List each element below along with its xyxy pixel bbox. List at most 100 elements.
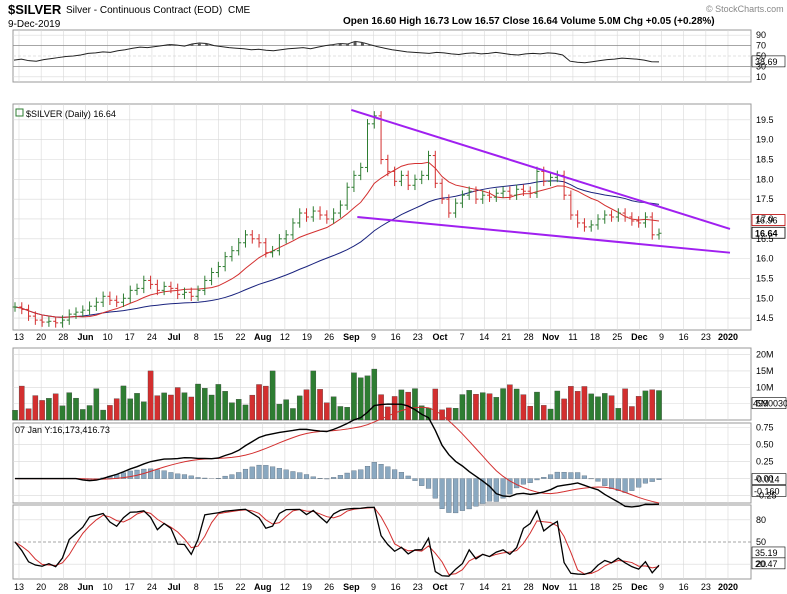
volume-bar xyxy=(493,397,500,421)
x-tick-label: 15 xyxy=(213,582,223,592)
volume-bar xyxy=(466,390,472,421)
macd-histogram-bar xyxy=(256,464,262,479)
macd-histogram-bar xyxy=(154,469,160,479)
macd-histogram-bar xyxy=(547,474,554,479)
volume-bar xyxy=(310,370,317,421)
volume-bar xyxy=(263,385,269,421)
x-tick-label: 23 xyxy=(701,332,711,342)
ma-slow-line xyxy=(14,180,660,318)
volume-bar xyxy=(581,386,588,421)
macd-histogram-bar xyxy=(405,475,411,479)
volume-bar xyxy=(391,396,398,421)
price-tick: 19.0 xyxy=(756,135,774,145)
macd-histogram-bar xyxy=(527,478,533,483)
volume-bar xyxy=(642,390,649,421)
volume-bar xyxy=(242,404,249,421)
volume-bar xyxy=(66,392,72,421)
volume-bar xyxy=(446,407,452,421)
volume-bar xyxy=(479,392,486,421)
macd-histogram-bar xyxy=(392,469,398,479)
ma-value-box xyxy=(751,214,786,226)
macd-histogram-bar xyxy=(439,478,445,509)
x-tick-label: Jun xyxy=(77,582,93,592)
macd-histogram-bar xyxy=(344,472,350,479)
x-tick-label: 28 xyxy=(524,332,534,342)
volume-bar xyxy=(507,384,513,421)
volume-bar xyxy=(513,388,520,421)
volume-bar xyxy=(52,393,59,421)
volume-bar xyxy=(290,408,296,421)
x-tick-label: 9 xyxy=(371,582,376,592)
price-panel-label: $SILVER (Daily) 16.64 xyxy=(26,109,116,119)
x-tick-label: 8 xyxy=(194,332,199,342)
macd-histogram-bar xyxy=(622,478,628,493)
stoch-d-box xyxy=(751,557,786,570)
volume-bar xyxy=(296,395,303,421)
volume-bar xyxy=(500,388,506,421)
volume-bar xyxy=(235,399,242,421)
price-tick: 18.5 xyxy=(756,155,774,165)
macd-histogram-bar xyxy=(398,472,404,479)
x-tick-label: 23 xyxy=(413,332,423,342)
volume-bar xyxy=(147,370,154,421)
volume-bar xyxy=(615,408,622,421)
macd-signal-box xyxy=(751,473,787,485)
volume-bar xyxy=(107,405,113,421)
x-tick-label: 7 xyxy=(460,332,465,342)
volume-bar xyxy=(547,408,554,421)
x-tick-label: 22 xyxy=(236,582,246,592)
x-tick-label: 20 xyxy=(36,582,46,592)
price-tick: 19.5 xyxy=(756,115,774,125)
x-tick-label: 16 xyxy=(391,332,401,342)
x-tick-label: Dec xyxy=(631,332,648,342)
volume-bar xyxy=(527,405,533,421)
chart-date: 9-Dec-2019 xyxy=(8,19,61,30)
volume-bar xyxy=(534,391,540,421)
price-tick: 16.0 xyxy=(756,254,774,264)
price-frame xyxy=(12,103,752,331)
macd-histogram-bar xyxy=(242,468,249,479)
macd-histogram-bar xyxy=(432,478,438,499)
macd-histogram-bar xyxy=(337,475,343,479)
rsi-line xyxy=(13,40,660,64)
price-tick: 15.0 xyxy=(756,293,774,303)
x-tick-label: 17 xyxy=(125,582,135,592)
macd-tick: 0.75 xyxy=(756,423,774,433)
volume-bar xyxy=(317,389,323,421)
macd-histogram-bar xyxy=(486,478,493,502)
wedge-lower-line xyxy=(357,216,731,254)
ohlc-readout: Open 16.60 High 16.73 Low 16.57 Close 16… xyxy=(343,16,715,27)
x-tick-label: 13 xyxy=(14,332,24,342)
x-tick-label: 19 xyxy=(302,332,312,342)
x-tick-label: Jul xyxy=(168,582,181,592)
watermark: © StockCharts.com xyxy=(706,4,784,14)
volume-bar xyxy=(80,409,86,421)
x-tick-label: 2020 xyxy=(718,582,738,592)
x-tick-label: Jun xyxy=(77,332,93,342)
volume-bar xyxy=(473,394,479,421)
x-tick-label: 18 xyxy=(590,332,600,342)
macd-value-box xyxy=(751,485,787,497)
x-tick-label: 9 xyxy=(371,332,376,342)
volume-bar xyxy=(188,396,195,421)
x-tick-label: 25 xyxy=(612,582,622,592)
macd-histogram-bar xyxy=(331,477,337,479)
macd-histogram-bar xyxy=(303,474,310,479)
volume-bar xyxy=(161,392,167,421)
x-tick-label: Sep xyxy=(343,332,360,342)
rsi-panel: 38.69 xyxy=(13,34,786,78)
volume-bar xyxy=(486,393,493,421)
x-tick-label: 9 xyxy=(659,582,664,592)
macd-histogram-bar xyxy=(290,471,296,479)
volume-bar xyxy=(208,394,215,421)
series-legend-icon xyxy=(15,108,24,117)
macd-histogram-bar xyxy=(642,478,648,484)
macd-histogram-bar xyxy=(249,466,255,479)
macd-histogram-bar xyxy=(656,478,662,480)
x-tick-label: 16 xyxy=(679,332,689,342)
grid-lines xyxy=(18,30,729,579)
volume-tick: 5M xyxy=(756,399,769,409)
volume-bar xyxy=(635,396,642,421)
volume-bar xyxy=(100,409,106,421)
x-axis-labels: 131320202828JunJun101017172424JulJul8815… xyxy=(14,332,738,592)
